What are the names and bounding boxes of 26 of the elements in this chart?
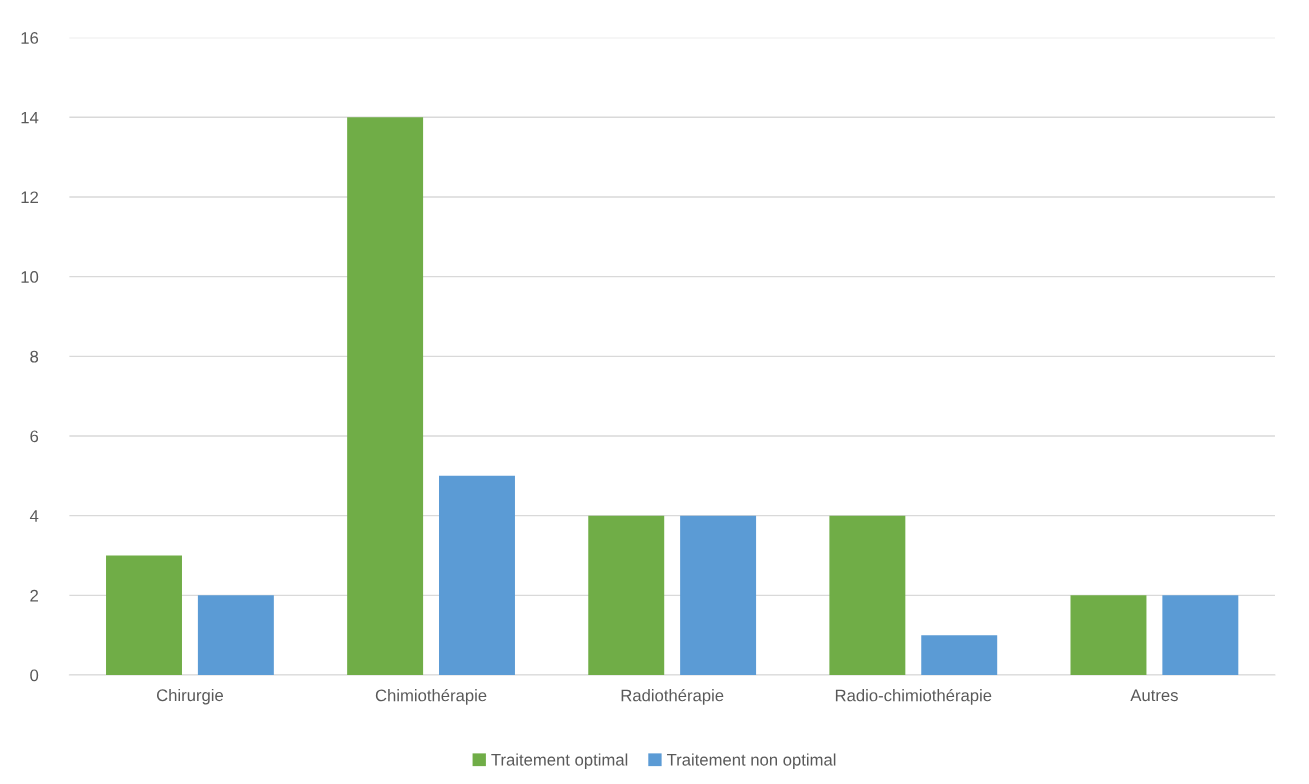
bar <box>197 595 274 676</box>
bar <box>829 515 906 676</box>
y-tick-label: 16 <box>21 32 39 44</box>
x-tick-label: Chirurgie <box>156 688 224 705</box>
y-tick-label: 12 <box>21 191 38 204</box>
bar <box>1070 595 1147 676</box>
y-tick-label: 0 <box>30 669 39 682</box>
bar <box>680 515 757 676</box>
bar <box>1162 595 1239 676</box>
x-tick-label: Radiothérapie <box>621 688 724 705</box>
bar <box>347 117 424 676</box>
x-tick-label: Chimiothérapie <box>375 688 487 705</box>
bar <box>439 475 515 676</box>
bar <box>921 635 998 676</box>
y-tick-label: 6 <box>30 430 39 443</box>
bar <box>588 515 665 676</box>
y-tick-label: 14 <box>21 111 39 124</box>
x-tick-label: Autres <box>1130 689 1178 702</box>
y-tick-label: 8 <box>30 350 39 363</box>
y-tick-label: 2 <box>30 589 38 602</box>
x-tick-label: Radio-chimiothérapie <box>835 688 992 705</box>
y-tick-label: 4 <box>29 510 39 522</box>
legend-label: Traitement non optimal <box>666 753 836 769</box>
bar <box>106 555 182 676</box>
y-tick-label: 10 <box>21 271 39 283</box>
legend-label: Traitement optimal <box>491 753 628 769</box>
